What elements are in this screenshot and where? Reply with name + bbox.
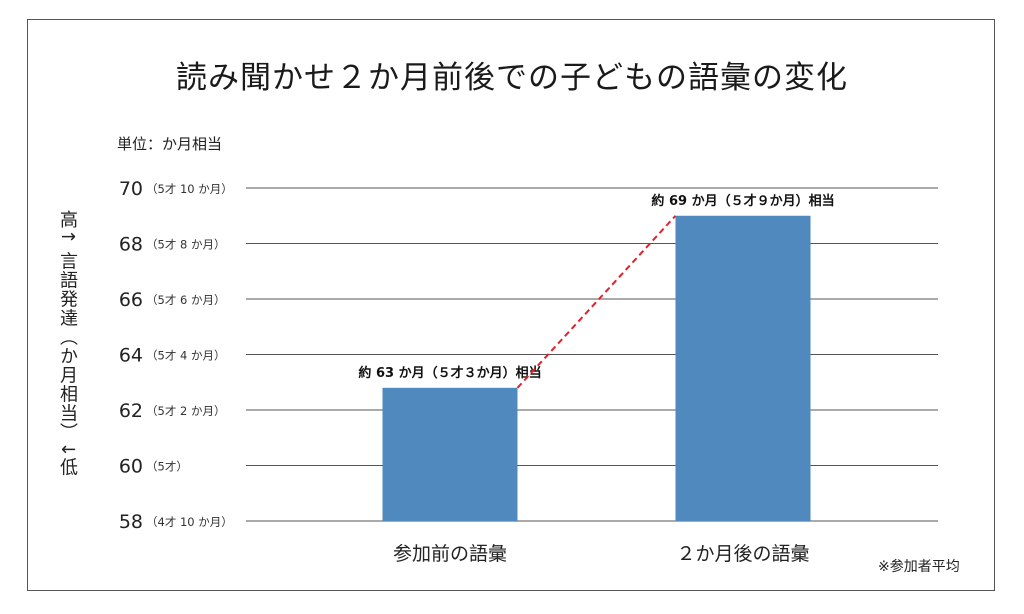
- chart-title: 読み聞かせ２か月前後での子どもの語彙の変化: [176, 60, 848, 96]
- y-tick-label: 70: [119, 178, 143, 200]
- bar: [382, 387, 518, 521]
- unit-label: 単位：か月相当: [117, 135, 223, 153]
- y-tick-sublabel: （5才 8 か月）: [146, 238, 225, 252]
- y-tick-label: 64: [119, 345, 143, 367]
- y-axis-label: 高↑ 言語発達（か月相当）↓低: [57, 210, 78, 477]
- y-tick-label: 68: [119, 234, 143, 256]
- y-tick-label: 58: [119, 511, 143, 533]
- y-tick-sublabel: （5才）: [146, 460, 188, 474]
- data-label: 約 69 か月（５才９か月）相当: [651, 193, 834, 209]
- y-tick-sublabel: （4才 10 か月）: [146, 515, 233, 529]
- y-tick-sublabel: （5才 10 か月）: [146, 182, 233, 196]
- y-tick-label: 60: [119, 456, 143, 478]
- footnote: ※参加者平均: [878, 559, 960, 575]
- y-tick-sublabel: （5才 4 か月）: [146, 349, 225, 363]
- chart-frame: [27, 19, 995, 591]
- bar: [675, 215, 811, 521]
- y-tick-label: 66: [119, 289, 143, 311]
- y-tick-sublabel: （5才 2 か月）: [146, 404, 225, 418]
- x-category-label: 参加前の語彙: [393, 543, 507, 565]
- trend-connector: [516, 215, 677, 389]
- y-tick-sublabel: （5才 6 か月）: [146, 293, 225, 307]
- data-label: 約 63 か月（５才３か月）相当: [358, 365, 541, 381]
- x-category-label: ２か月後の語彙: [676, 543, 809, 565]
- y-tick-label: 62: [119, 400, 143, 422]
